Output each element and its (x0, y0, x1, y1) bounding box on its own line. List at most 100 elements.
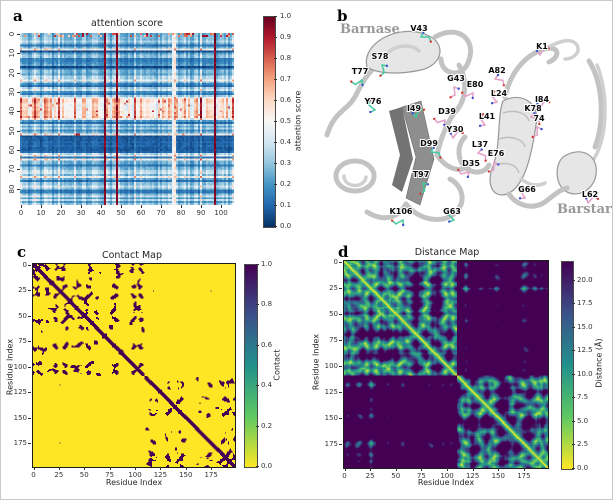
a-xtick-mark (121, 205, 122, 208)
residue-label-Y76: Y76 (364, 97, 382, 106)
d-xtick-mark (395, 468, 397, 471)
chain-label-barnase: Barnase (340, 22, 400, 37)
a-cbar-tick-mark (274, 163, 277, 164)
residue-stick-V43 (420, 31, 433, 43)
residue-stick-L41 (478, 113, 486, 127)
residue-stick-E80 (460, 91, 474, 100)
a-xtick-label: 70 (156, 209, 166, 217)
d-ytick-label: 175 (324, 439, 338, 448)
a-ytick-label: 50 (8, 126, 16, 136)
d-cbar-tick-mark (572, 350, 575, 352)
d-xtick-label: 150 (491, 472, 505, 480)
d-ytick-label: 50 (329, 309, 338, 318)
residue-stick-T77 (350, 79, 364, 87)
d-ytick-label: 75 (329, 335, 338, 344)
d-cbar-tick-label: 10.0 (577, 369, 593, 378)
residue-stick-E76 (487, 161, 500, 173)
residue-stick-G66 (518, 185, 526, 200)
a-ytick-label: 30 (8, 87, 16, 97)
d-cbar-tick-mark (572, 444, 575, 446)
a-xtick-mark (221, 205, 222, 208)
a-cbar-tick-mark (274, 121, 277, 122)
residue-label-L62: L62 (582, 190, 598, 199)
c-ytick-label: 150 (13, 413, 27, 422)
chain-label-barstar: Barstar (557, 202, 612, 217)
residue-label-L37: L37 (472, 140, 488, 149)
c-xtick-label: 125 (153, 471, 168, 479)
a-xtick-label: 30 (76, 209, 86, 217)
residue-label-K78: K78 (524, 104, 542, 113)
a-xtick-label: 90 (196, 209, 206, 217)
d-ytick-label: 125 (324, 387, 338, 396)
c-ytick-label: 100 (13, 362, 27, 371)
a-xtick-label: 60 (136, 209, 146, 217)
c-xtick-mark (160, 467, 162, 470)
residue-label-T77: T77 (352, 67, 369, 76)
residue-stick-K1 (535, 47, 550, 56)
d-xtick-mark (472, 468, 474, 471)
residue-label-G66: G66 (518, 185, 536, 194)
c-ytick-mark (28, 443, 31, 445)
c-cbar-tick-label: 1.0 (261, 260, 273, 268)
d-ytick-mark (339, 417, 342, 419)
d-cbar-tick-mark (572, 420, 575, 422)
residue-stick-A82 (494, 73, 506, 87)
d-xtick-mark (421, 468, 423, 471)
d-cbar-tick-mark (572, 373, 575, 375)
a-cbar-tick-label: 0.4 (280, 138, 292, 146)
a-xtick-mark (21, 205, 22, 208)
residue-label-A82: A82 (488, 66, 505, 75)
c-cbar-tick-mark (256, 344, 259, 346)
d-ytick-mark (339, 365, 342, 367)
c-ytick-mark (28, 366, 31, 368)
d-cbar-tick-label: 7.5 (577, 393, 589, 402)
d-ytick-mark (339, 443, 342, 445)
a-ytick-label: 60 (8, 145, 16, 155)
panel-c-xlabel: Residue Index (105, 478, 163, 487)
residue-stick-K78 (530, 112, 541, 126)
a-xtick-mark (161, 205, 162, 208)
residue-stick-L37 (477, 148, 487, 162)
a-cbar-tick-mark (274, 226, 277, 227)
d-cbar-tick-mark (572, 326, 575, 328)
residue-stick-D35 (457, 168, 470, 179)
panel-letter-b: b (337, 7, 348, 25)
c-cbar-tick-mark (256, 466, 259, 467)
d-cbar-tick-label: 12.5 (577, 346, 593, 355)
distance-map-canvas (344, 261, 548, 468)
a-ytick-mark (17, 33, 20, 35)
d-cbar-tick-label: 5.0 (577, 416, 589, 425)
c-xtick-label: 150 (179, 471, 193, 479)
d-cbar-tick-label: 0.0 (577, 464, 589, 472)
residue-label-L24: L24 (491, 89, 508, 98)
d-cbar-tick-mark (572, 397, 575, 399)
c-xtick-mark (211, 467, 213, 470)
a-cbar-tick-mark (274, 37, 277, 38)
d-cbar-tick-mark (572, 468, 575, 469)
a-xtick-label: 100 (214, 209, 228, 217)
residue-stick-74 (531, 126, 543, 139)
panel-d-xlabel: Residue Index (417, 478, 475, 487)
panel-d-ylabel: Residue Index (311, 333, 321, 391)
panel-a-title: attention score (91, 18, 163, 29)
c-xtick-mark (84, 467, 86, 470)
a-cbar-tick-label: 0.7 (280, 75, 292, 83)
panel-c-title: Contact Map (101, 250, 163, 261)
residue-label-I49: I49 (407, 104, 422, 113)
d-ytick-mark (339, 261, 342, 263)
residue-stick-I49 (411, 108, 426, 118)
c-xtick-mark (135, 467, 136, 470)
c-cbar-tick-mark (256, 425, 259, 427)
c-ytick-mark (28, 392, 31, 394)
c-ytick-label: 175 (13, 439, 27, 448)
c-xtick-label: 25 (54, 471, 64, 479)
a-xtick-label: 40 (96, 209, 106, 217)
residue-label-L41: L41 (479, 112, 496, 121)
panel-letter-c: c (17, 243, 27, 261)
residue-label-K1: K1 (536, 42, 548, 51)
a-cbar-tick-label: 0.2 (280, 180, 292, 188)
residue-label-74: 74 (533, 114, 545, 123)
c-ytick-label: 25 (18, 286, 27, 294)
d-ytick-mark (339, 391, 342, 393)
